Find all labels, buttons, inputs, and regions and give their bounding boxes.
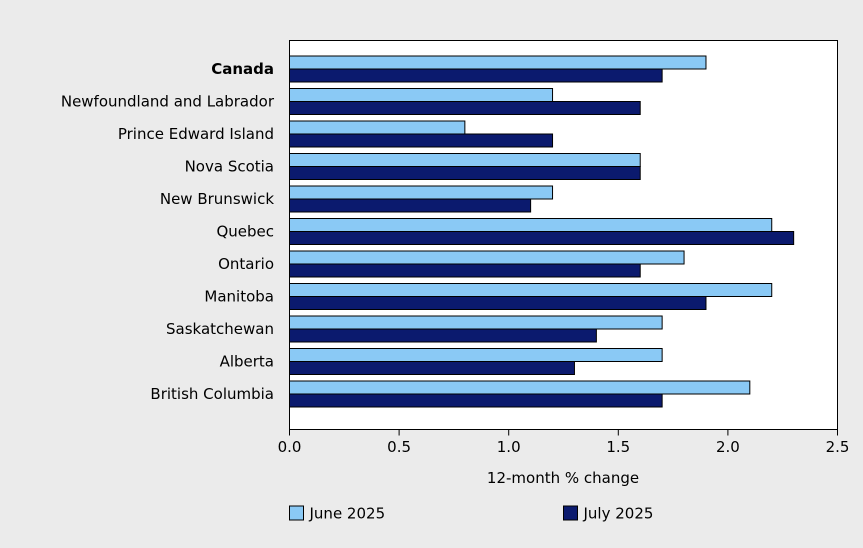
- category-label: Prince Edward Island: [118, 125, 274, 143]
- bar-july: [289, 133, 554, 148]
- legend-label: June 2025: [309, 505, 386, 523]
- category-label: Alberta: [220, 353, 274, 371]
- bar-june: [289, 185, 554, 200]
- bar-july: [289, 296, 707, 310]
- bar-july: [289, 231, 795, 245]
- x-tick-label: 2.5: [826, 438, 850, 456]
- bar-june: [289, 380, 751, 395]
- x-tick-label: 1.0: [497, 438, 521, 456]
- bar-june: [289, 120, 466, 135]
- bar-june: [289, 88, 554, 102]
- x-axis-title: 12-month % change: [487, 469, 639, 487]
- bar-july: [289, 361, 575, 375]
- bar-june: [289, 348, 663, 362]
- category-label: Nova Scotia: [185, 158, 274, 176]
- category-label: New Brunswick: [160, 190, 274, 208]
- bar-june: [289, 153, 641, 167]
- category-label: Canada: [211, 60, 274, 78]
- bar-june: [289, 283, 773, 297]
- bar-june: [289, 55, 707, 70]
- bar-july: [289, 328, 597, 343]
- category-label: Quebec: [216, 223, 274, 241]
- bar-july: [289, 198, 532, 213]
- category-label: Newfoundland and Labrador: [61, 93, 275, 111]
- bar-june: [289, 250, 685, 265]
- x-tick-label: 0.5: [387, 438, 411, 456]
- x-tick-label: 1.5: [606, 438, 630, 456]
- category-label: Ontario: [218, 255, 274, 273]
- legend-swatch-july: [563, 505, 578, 521]
- legend-label: July 2025: [583, 505, 654, 523]
- bar-july: [289, 101, 641, 115]
- x-tick-label: 0.0: [278, 438, 302, 456]
- category-label: Manitoba: [204, 288, 274, 306]
- bar-july: [289, 68, 663, 83]
- bar-june: [289, 315, 663, 330]
- legend: June 2025 July 2025: [289, 505, 654, 523]
- bar-july: [289, 393, 663, 408]
- category-label: Saskatchewan: [166, 320, 274, 338]
- bar-june: [289, 218, 773, 232]
- legend-swatch-june: [289, 505, 304, 521]
- bars-group: [289, 55, 795, 408]
- x-tick-label: 2.0: [716, 438, 740, 456]
- x-axis-ticks: 0.0 0.5 1.0 1.5 2.0 2.5: [278, 429, 850, 456]
- category-labels: Canada Newfoundland and Labrador Prince Ed…: [61, 60, 275, 403]
- bar-july: [289, 166, 641, 180]
- bar-july: [289, 263, 641, 278]
- category-label: British Columbia: [150, 385, 274, 403]
